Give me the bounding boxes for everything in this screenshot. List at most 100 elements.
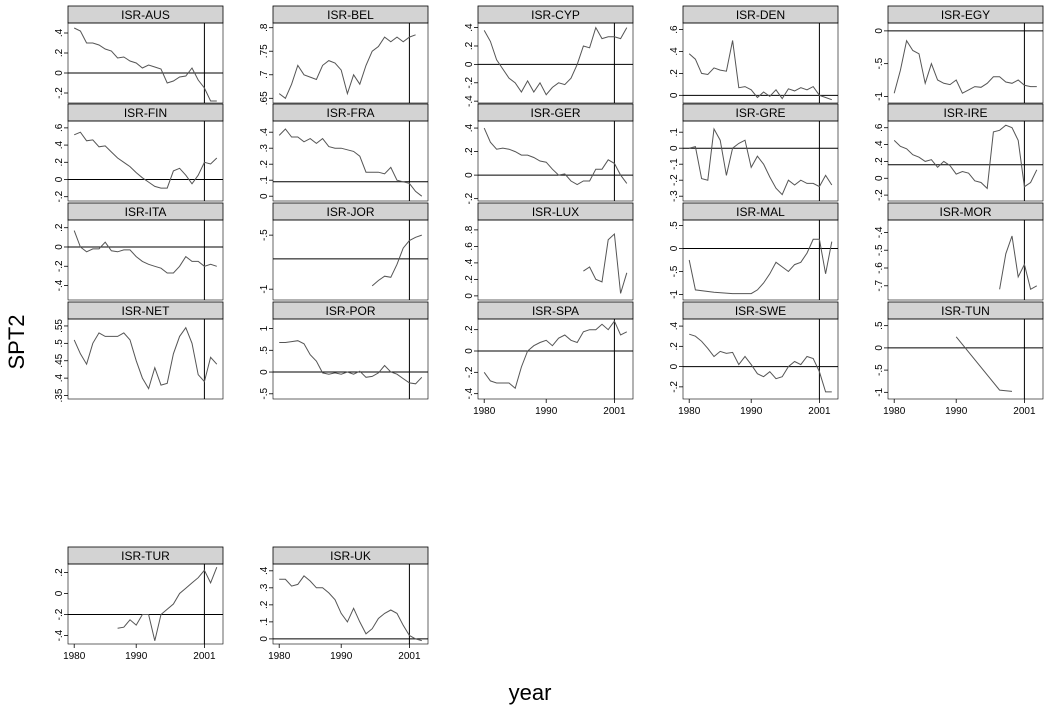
y-tick-label: -.4 (54, 279, 65, 291)
y-tick-label: -.5 (669, 265, 680, 277)
series-line (73, 27, 217, 102)
panel-grid: ISR-AUS .4 .2 0 -.2 ISR-BEL .8 .75 .7 .65 ISR-CYP.… (54, 5, 1044, 662)
y-tick-label: .2 (464, 147, 475, 156)
series-line (689, 127, 833, 196)
plot-region (272, 22, 429, 104)
panel-isr-egy: ISR-EGY 0 -.5 -1 (874, 5, 1044, 104)
x-tick-label: 1990 (740, 406, 763, 417)
y-tick-label: .8 (259, 23, 270, 32)
y-tick-label: .3 (259, 144, 270, 153)
y-tick-label: .4 (259, 566, 270, 575)
y-tick-label: -.4 (874, 226, 885, 238)
y-tick-label: .2 (259, 600, 270, 609)
y-tick-label: .4 (669, 321, 680, 330)
y-tick-label: .2 (54, 158, 65, 167)
panel-title: ISR-UK (330, 549, 371, 563)
panel-title: ISR-LUX (532, 205, 579, 219)
y-tick-label: .2 (874, 157, 885, 166)
plot-region (272, 563, 429, 645)
panel-isr-aus: ISR-AUS .4 .2 0 -.2 (54, 5, 224, 104)
series-line (999, 235, 1038, 291)
panel-title: ISR-MOR (940, 205, 992, 219)
panel-isr-fra: ISR-FRA .4 .3 .2 .1 0 (259, 103, 429, 202)
panel-title: ISR-FRA (327, 106, 375, 120)
panel-isr-fin: ISR-FIN .6 .4 .2 0 -.2 (54, 103, 224, 203)
panel-title: ISR-EGY (941, 8, 990, 22)
series-line (955, 336, 1013, 392)
panel-title: ISR-CYP (531, 8, 580, 22)
y-tick-label: .2 (259, 160, 270, 169)
panel-title: ISR-JOR (327, 205, 375, 219)
y-tick-label: .4 (464, 258, 475, 267)
y-tick-label: .5 (259, 346, 270, 355)
y-tick-label: -.4 (464, 95, 475, 107)
series-line (74, 131, 218, 189)
panel-title: ISR-GRE (735, 106, 785, 120)
y-tick-label: 0 (669, 363, 680, 369)
y-tick-label: .45 (54, 353, 65, 367)
y-tick-label: .4 (54, 140, 65, 149)
y-tick-label: -1 (874, 92, 885, 101)
plot-region (67, 563, 224, 645)
y-tick-label: .4 (54, 28, 65, 37)
y-tick-label: -1 (259, 284, 270, 293)
y-tick-label: 0 (54, 70, 65, 76)
y-tick-label: .6 (54, 123, 65, 132)
y-tick-label: 0 (259, 636, 270, 642)
plot-region (887, 22, 1044, 104)
panel-isr-net: ISR-NET .55 .5 .45 .4 .35 (54, 301, 224, 402)
series-line (483, 320, 628, 390)
y-tick-label: .2 (464, 275, 475, 284)
series-line (583, 232, 628, 294)
y-tick-label: -.5 (874, 364, 885, 376)
series-line (278, 34, 416, 100)
y-tick-label: .75 (259, 44, 270, 58)
y-tick-label: .5 (669, 221, 680, 230)
x-tick-label: 2001 (398, 651, 421, 662)
plot-region (67, 120, 224, 202)
y-tick-label: -.1 (669, 158, 680, 170)
y-tick-label: -.2 (464, 366, 475, 378)
y-tick-label: .6 (669, 25, 680, 34)
plot-region (477, 120, 634, 202)
y-tick-label: .3 (259, 583, 270, 592)
plot-region (477, 22, 634, 104)
y-tick-label: .2 (54, 568, 65, 577)
series-line (73, 230, 217, 274)
panel-isr-ire: ISR-IRE .6 .4 .2 0 -.2 (874, 103, 1044, 202)
panel-title: ISR-TUN (941, 304, 990, 318)
y-tick-label: 0 (259, 369, 270, 375)
y-tick-label: .5 (54, 339, 65, 348)
y-tick-label: .7 (259, 70, 270, 79)
panel-title: ISR-SPA (532, 304, 579, 318)
panel-isr-jor: ISR-JOR -.5 -1 (259, 202, 429, 301)
series-line (279, 340, 423, 385)
y-tick-label: 0 (874, 345, 885, 351)
panel-isr-swe: ISR-SWE .4 .2 0 -.2 1980 1990 2001 (669, 301, 839, 417)
panel-isr-ger: ISR-GER .4 .2 0 -.2 (464, 103, 634, 204)
series-line (117, 567, 218, 641)
y-tick-label: .6 (874, 123, 885, 132)
panel-isr-cyp: ISR-CYP .4 .2 0 -.2 -.4 (464, 5, 634, 107)
y-tick-label: 0 (464, 172, 475, 178)
panel-isr-tur: ISR-TUR .2 0 -.2 -.4 1980 1990 2001 (54, 546, 224, 662)
y-tick-label: .2 (464, 41, 475, 50)
y-tick-label: -.5 (259, 388, 270, 400)
plot-region (272, 219, 429, 301)
y-tick-label: -.2 (54, 608, 65, 620)
panel-isr-gre: ISR-GRE .1 0 -.1 -.2 -.3 (669, 103, 839, 202)
panel-isr-spa: ISR-SPA .2 0 -.2 -.4 1980 1990 2001 (464, 301, 634, 417)
y-tick-label: -.2 (669, 381, 680, 393)
y-tick-label: .4 (669, 47, 680, 56)
panel-isr-por: ISR-POR 1 .5 0 -.5 (259, 301, 429, 400)
plot-region (477, 219, 634, 301)
x-tick-label: 1990 (535, 406, 558, 417)
panel-title: ISR-ITA (125, 205, 167, 219)
y-tick-label: -.5 (874, 57, 885, 69)
plot-region (887, 318, 1044, 400)
panel-title: ISR-NET (122, 304, 171, 318)
x-tick-label: 1980 (883, 406, 906, 417)
panel-isr-mor: ISR-MOR -.4 -.5 -.6 -.7 (874, 202, 1044, 301)
y-tick-label: -.2 (54, 190, 65, 202)
